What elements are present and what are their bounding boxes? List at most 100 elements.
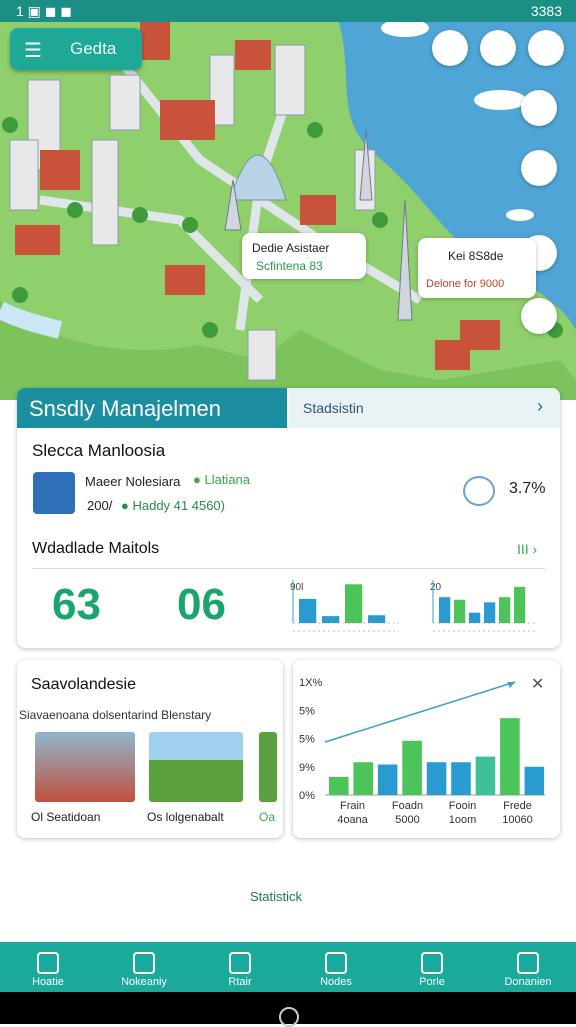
left-card-subtitle: Siavaenoana dolsentarind Blenstary: [19, 708, 212, 722]
mini-bar: [439, 597, 451, 623]
nav-label[interactable]: Rtair: [228, 976, 252, 988]
nav-label[interactable]: Nodes: [320, 976, 352, 988]
nav-label[interactable]: Donanien: [504, 976, 552, 988]
tab-inactive[interactable]: [289, 388, 560, 428]
mini-bar: [345, 584, 363, 623]
stats-chart: 1X% 5% 5% 9% 0% Frain 4oana Foadn 5000 Fooin 1oom F…: [299, 677, 545, 826]
mini-bar: [299, 598, 317, 623]
x-tick-label: 4oana: [337, 814, 368, 826]
axis-label: 0%: [299, 790, 315, 802]
x-tick-label: Frain: [340, 800, 365, 812]
section-link[interactable]: III ›: [517, 541, 538, 557]
map-callout[interactable]: Dedie Asistaer Scfintena 83: [242, 233, 366, 279]
bar: [426, 762, 447, 795]
nav-label[interactable]: Nokeaniy: [121, 976, 167, 988]
big-number: 63: [52, 580, 101, 629]
mini-charts: 90l 20: [290, 580, 537, 632]
nav-label[interactable]: Porle: [419, 976, 445, 988]
bottom-nav: Hoatie Nokeaniy Rtair Nodes Porle Donanien: [0, 942, 576, 992]
item-detail: ● Haddy 41 4560): [121, 498, 225, 513]
bar: [377, 764, 398, 795]
x-tick-label: Foadn: [392, 800, 423, 812]
mini-bar: [514, 586, 526, 623]
mini-bar: [454, 599, 466, 623]
chevron: ›: [537, 396, 543, 416]
map-icon[interactable]: [521, 298, 557, 334]
left-card: Saavolandesie Siavaenoana dolsentarind B…: [17, 660, 283, 838]
nav-icon: [37, 952, 59, 974]
menu-label: Gedta: [70, 39, 117, 58]
mini-bar: [368, 615, 386, 623]
section-title: Wdadlade Maitols: [32, 540, 160, 557]
image-caption: Os lolgenabalt: [147, 810, 224, 824]
callout-title: Dedie Asistaer: [252, 241, 330, 255]
mini-chart-label: 20: [430, 582, 442, 593]
stats-card: 1X% 5% 5% 9% 0% Frain 4oana Foadn 5000 Fooin 1oom F…: [293, 660, 560, 838]
tab-active[interactable]: [17, 388, 287, 428]
x-tick-label: Frede: [503, 800, 532, 812]
x-tick-label: 5000: [395, 814, 419, 826]
nav-icon: [133, 952, 155, 974]
status-icons: 1 ▣ ◼ ◼: [16, 3, 72, 19]
x-tick-label: Fooin: [449, 800, 477, 812]
bar: [329, 776, 349, 795]
x-tick-label: 1oom: [449, 814, 477, 826]
nav-icon: [517, 952, 539, 974]
home-button[interactable]: [279, 1007, 299, 1027]
mini-bar: [469, 612, 481, 623]
status-time: 3383: [530, 3, 562, 19]
header-icon[interactable]: [528, 30, 564, 66]
menu-icon: ☰: [24, 40, 42, 62]
mini-bar: [322, 616, 340, 623]
city-map: [0, 0, 576, 400]
item-thumbnail: [33, 472, 75, 514]
card-title: Slecca Manloosia: [32, 441, 166, 460]
callout-sub: Delone for 9000: [426, 278, 505, 290]
map-icon[interactable]: [521, 150, 557, 186]
section-link-text: III: [517, 541, 529, 557]
axis-label: 9%: [299, 762, 315, 774]
left-card-title: Saavolandesie: [31, 676, 136, 693]
header-icon[interactable]: [432, 30, 468, 66]
big-number: 06: [177, 580, 226, 629]
axis-label: 1X%: [299, 677, 322, 689]
item-tag-text: Llatiana: [204, 472, 251, 487]
image-caption: Ol Seatidoan: [31, 810, 101, 824]
mini-bar: [484, 602, 496, 623]
callout-sub: Scfintena 83: [256, 259, 323, 273]
map-icon[interactable]: [521, 90, 557, 126]
item-name: Maeer Nolesiara: [85, 474, 181, 489]
trend-line: [324, 681, 516, 743]
bar: [402, 740, 422, 795]
item-icon: [463, 476, 495, 506]
system-bar: [0, 992, 576, 1027]
menu-button[interactable]: ☰ Gedta: [10, 28, 142, 70]
item-tag: ● Llatiana: [193, 472, 251, 487]
item-detail-text: Haddy 41 4560): [132, 498, 225, 513]
close-button[interactable]: ✕: [531, 676, 545, 693]
nav-icon: [325, 952, 347, 974]
map-callout[interactable]: Kei 8S8de Delone for 9000: [418, 238, 536, 298]
footer-text: Statistick: [250, 889, 303, 904]
nav-label[interactable]: Hoatie: [32, 976, 64, 988]
axis-label: 5%: [299, 705, 315, 717]
image[interactable]: [259, 732, 277, 802]
status-bar: 1 ▣ ◼ ◼ 3383: [0, 0, 576, 22]
mini-bar: [499, 597, 511, 623]
divider: [32, 568, 545, 569]
tab-label: Stadsistin: [303, 400, 364, 416]
image-caption: Oa: [259, 810, 276, 824]
nav-icon: [421, 952, 443, 974]
bar: [524, 766, 545, 795]
nav-icon: [229, 952, 251, 974]
bar: [353, 762, 373, 795]
callout-title: Kei 8S8de: [448, 249, 504, 263]
mini-chart-label: 90l: [290, 582, 303, 593]
image[interactable]: [149, 732, 243, 802]
bar: [451, 762, 471, 795]
image[interactable]: [35, 732, 135, 802]
header-icon[interactable]: [480, 30, 516, 66]
item-code: 200/: [87, 498, 113, 513]
item-value: 3.7%: [509, 480, 546, 497]
